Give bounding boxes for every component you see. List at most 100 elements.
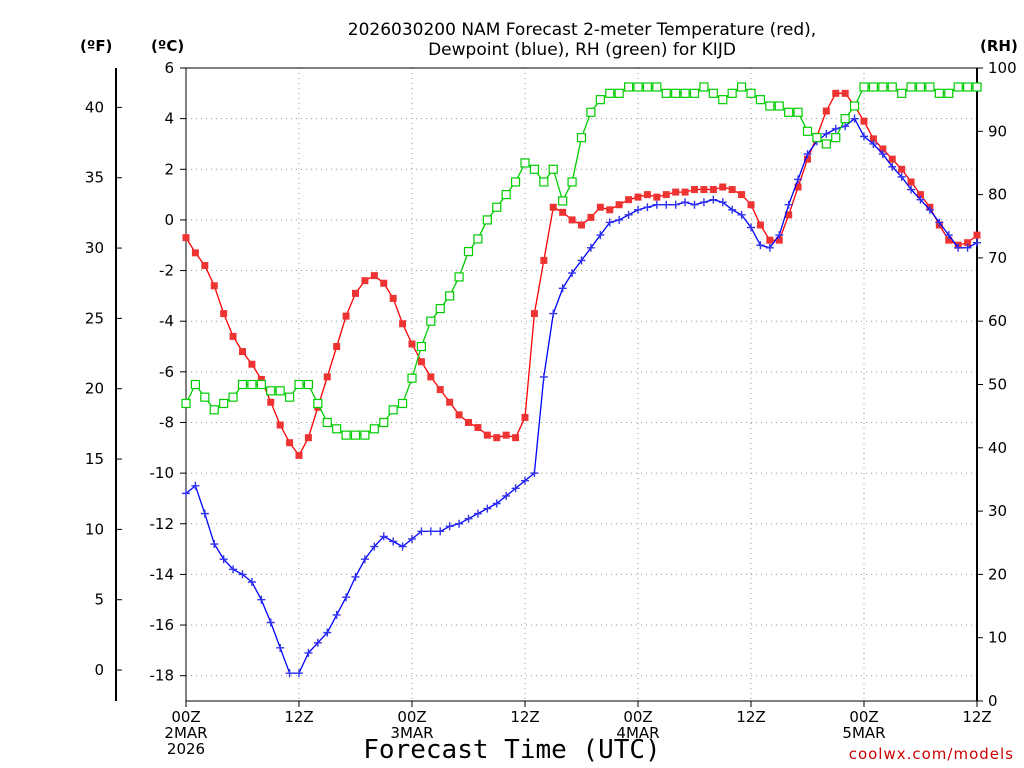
rh-point — [388, 405, 398, 415]
rh-point — [849, 101, 860, 111]
dewpoint-point — [417, 527, 426, 536]
rh-point — [228, 392, 238, 402]
temperature-point — [888, 155, 896, 163]
fahrenheit-tick-label: 0 — [94, 661, 104, 679]
temperature-point — [681, 188, 689, 196]
temperature-point — [643, 191, 651, 199]
rh-point — [633, 82, 643, 92]
rh-point — [718, 95, 728, 105]
dewpoint-point — [238, 570, 247, 579]
temperature-point — [483, 431, 491, 439]
dewpoint-point — [794, 175, 803, 184]
temperature-point — [973, 231, 981, 239]
dewpoint-point — [568, 269, 577, 278]
rh-point — [463, 246, 474, 257]
rh-point — [774, 101, 784, 111]
temperature-point — [380, 279, 388, 287]
temperature-point — [220, 310, 228, 318]
temperature-point — [399, 320, 407, 328]
dewpoint-point — [219, 555, 228, 564]
dewpoint-point — [229, 565, 238, 574]
celsius-tick-label: -10 — [150, 464, 175, 482]
fahrenheit-unit-label: (ºF) — [80, 37, 112, 55]
dewpoint-point — [398, 542, 407, 551]
fahrenheit-tick-label: 15 — [85, 450, 104, 468]
temperature-point — [945, 236, 953, 244]
temperature-point — [578, 221, 585, 229]
rh-point — [944, 88, 954, 98]
temperature-point — [229, 332, 237, 340]
dewpoint-point — [323, 628, 332, 637]
rh-tick-label: 0 — [988, 692, 998, 710]
rh-point — [784, 107, 794, 117]
x-tick-label: 00Z — [171, 708, 200, 726]
rh-point — [219, 398, 229, 409]
temperature-point — [719, 183, 727, 191]
rh-point — [332, 424, 342, 434]
rh-point — [492, 202, 502, 212]
dewpoint-point — [784, 200, 793, 209]
rh-point — [209, 405, 219, 415]
celsius-tick-label: -18 — [150, 667, 175, 685]
dewpoint-point — [615, 215, 624, 224]
dewpoint-point — [586, 243, 595, 252]
dewpoint-point — [690, 200, 699, 209]
fahrenheit-tick-label: 5 — [94, 591, 104, 609]
dewpoint-point — [295, 669, 303, 678]
rh-point — [284, 392, 295, 402]
temperature-point — [606, 206, 614, 214]
rh-point — [379, 417, 389, 428]
dewpoint-point — [276, 643, 285, 652]
x-tick-label: 12Z — [284, 708, 313, 726]
dewpoint-point — [803, 150, 812, 159]
rh-point — [812, 133, 822, 143]
rh-point — [689, 88, 700, 98]
temperature-point — [879, 145, 887, 153]
rh-tick-label: 80 — [988, 186, 1007, 204]
dewpoint-point — [831, 124, 840, 133]
rh-point — [294, 379, 304, 390]
rh-point — [859, 82, 869, 92]
rh-point — [322, 417, 332, 428]
dewpoint-point — [200, 509, 209, 518]
temperature-point — [860, 117, 868, 125]
rh-point — [727, 88, 737, 98]
chart-title-line-2: Dewpoint (blue), RH (green) for KIJD — [428, 40, 736, 60]
rh-point — [802, 126, 813, 136]
rh-point — [539, 177, 549, 187]
rh-point — [313, 398, 323, 409]
dewpoint-point — [624, 210, 633, 219]
rh-tick-label: 60 — [988, 312, 1007, 330]
temperature-point — [907, 178, 915, 186]
temperature-point — [917, 191, 924, 199]
temperature-point — [747, 201, 755, 209]
celsius-tick-label: 2 — [164, 160, 174, 178]
dewpoint-point — [342, 593, 351, 602]
temperature-point — [559, 208, 567, 216]
temperature-point — [389, 294, 397, 302]
temperature-point — [257, 375, 265, 383]
rh-point — [765, 101, 775, 111]
temperature-point — [361, 277, 369, 285]
x-tick-label: 2026 — [167, 740, 205, 758]
temperature-point — [964, 239, 972, 247]
temperature-point — [662, 191, 670, 199]
fahrenheit-tick-label: 10 — [85, 520, 104, 538]
dewpoint-point — [718, 198, 727, 207]
dewpoint-point — [634, 205, 642, 214]
rh-point — [953, 82, 963, 92]
dewpoint-point — [549, 309, 558, 318]
dewpoint-point — [247, 577, 256, 586]
temperature-point — [417, 358, 425, 366]
rh-point — [360, 430, 370, 440]
rh-point — [605, 88, 615, 98]
dewpoint-point — [662, 200, 671, 209]
rh-point — [350, 430, 361, 440]
rh-point — [407, 373, 417, 383]
dewpoint-point — [304, 648, 313, 657]
celsius-tick-label: 6 — [164, 59, 174, 77]
dewpoint-point — [747, 223, 755, 232]
rh-point — [426, 316, 436, 326]
dewpoint-point — [473, 509, 482, 518]
